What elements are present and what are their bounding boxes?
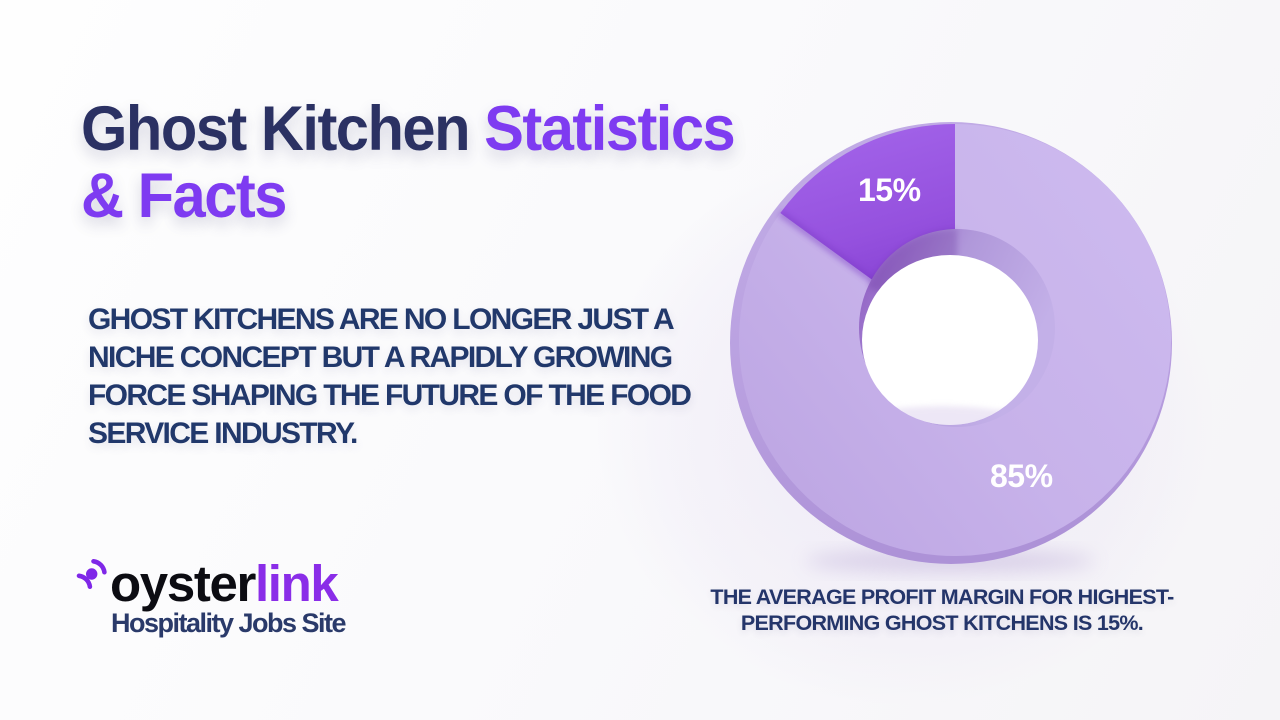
svg-text:85%: 85% xyxy=(990,458,1053,494)
svg-text:15%: 15% xyxy=(858,172,921,208)
